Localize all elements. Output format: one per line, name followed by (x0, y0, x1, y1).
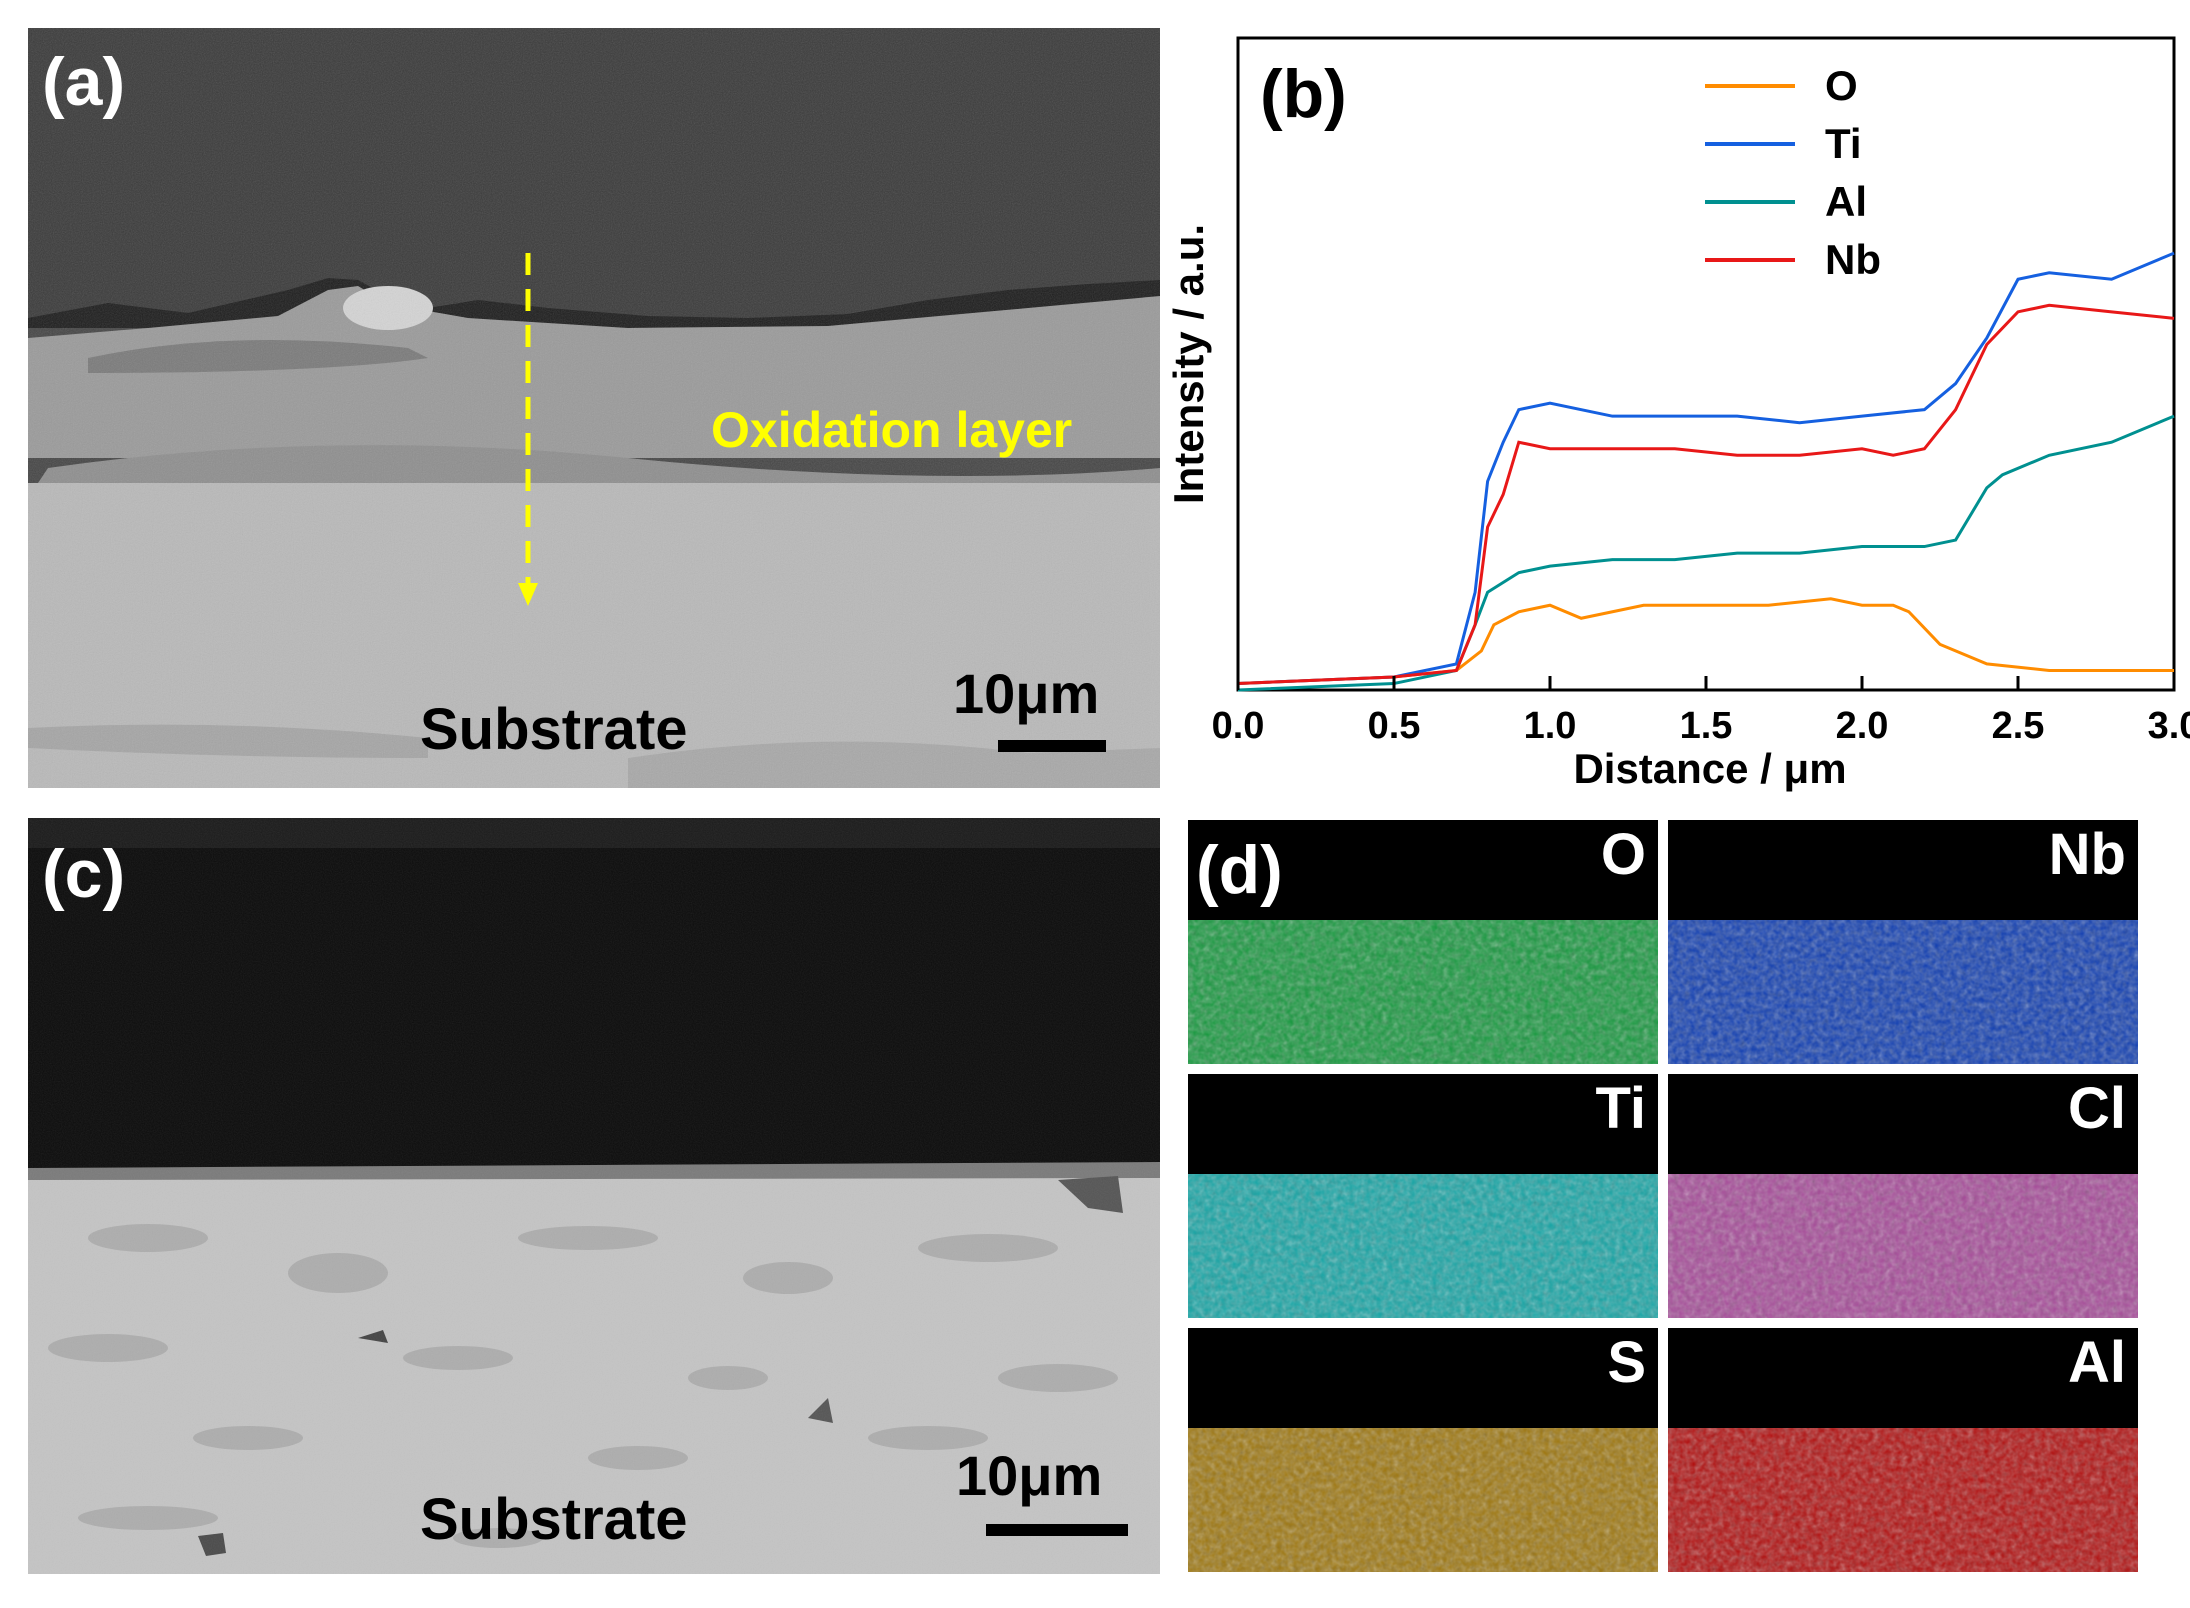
series-line-ti (1237, 251, 2175, 685)
series-line-al (1237, 414, 2175, 692)
eds-map-element-label: Cl (2068, 1076, 2126, 1141)
eds-map-o: O (1188, 820, 1658, 1064)
line-scan-chart: 0.0 0.5 1.0 1.5 2.0 2.5 3.0 O Ti Al Nb Distance /… (1170, 36, 2190, 792)
x-tick-label: 2.5 (1992, 705, 2045, 747)
plot-frame (1236, 36, 2176, 692)
sem-image-a (28, 28, 1160, 788)
panel-b-label: (b) (1260, 56, 1347, 132)
x-tick-label: 1.0 (1524, 705, 1577, 747)
eds-map-nb: Nb (1668, 820, 2138, 1064)
x-axis-label: Distance / μm (1573, 745, 1846, 792)
legend-label-nb: Nb (1825, 236, 1881, 283)
panel-b-chart: 0.0 0.5 1.0 1.5 2.0 2.5 3.0 O Ti Al Nb Distance /… (1170, 28, 2190, 798)
legend-label-al: Al (1825, 178, 1867, 225)
eds-map-element-label: Nb (2048, 822, 2126, 887)
eds-map-al: Al (1668, 1328, 2138, 1572)
legend-label-o: O (1825, 62, 1858, 109)
panel-a-label: (a) (42, 44, 126, 120)
eds-map-ti: Ti (1188, 1074, 1658, 1318)
eds-map-element-label: Ti (1595, 1076, 1647, 1141)
y-axis-label: Intensity / a.u. (1170, 224, 1212, 504)
panel-c-sem-image: (c) Substrate 10μm (28, 818, 1160, 1574)
substrate-label-c: Substrate (420, 1487, 688, 1552)
scale-text-c: 10μm (956, 1444, 1103, 1507)
x-tick-label: 2.0 (1836, 705, 1889, 747)
panel-a-sem-image: (a) Oxidation layer Substrate 10μm (28, 28, 1160, 788)
panel-c-label: (c) (42, 836, 126, 912)
eds-map-cl: Cl (1668, 1074, 2138, 1318)
x-tick-label: 3.0 (2148, 705, 2190, 747)
x-tick-label: 0.0 (1212, 705, 1265, 747)
series-line-nb (1237, 303, 2175, 685)
legend-label-ti: Ti (1825, 120, 1862, 167)
linescan-arrow-head (518, 583, 538, 606)
scale-text-a: 10μm (953, 662, 1100, 725)
panel-d-label: (d) (1196, 832, 1283, 908)
eds-map-element-label: S (1607, 1330, 1646, 1395)
eds-map-s: S (1188, 1328, 1658, 1572)
panel-d-eds-maps: O Nb (1188, 820, 2148, 1572)
sem-image-c (28, 818, 1160, 1574)
oxidation-layer-label: Oxidation layer (711, 402, 1073, 458)
series-line-o (1237, 597, 2174, 685)
eds-map-element-label: O (1600, 822, 1646, 887)
x-tick-label: 1.5 (1680, 705, 1733, 747)
substrate-label-a: Substrate (420, 697, 688, 762)
eds-map-grid: O Nb (1188, 820, 2148, 1572)
x-tick-label: 0.5 (1368, 705, 1421, 747)
eds-map-element-label: Al (2068, 1330, 2126, 1395)
